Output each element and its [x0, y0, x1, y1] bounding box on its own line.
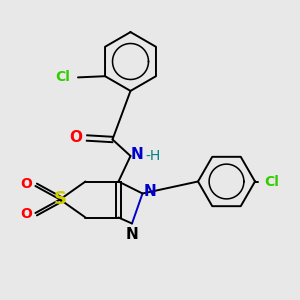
- Text: Cl: Cl: [264, 175, 279, 188]
- Text: O: O: [70, 130, 83, 146]
- Text: O: O: [20, 178, 32, 191]
- Text: O: O: [20, 208, 32, 221]
- Text: N: N: [130, 147, 143, 162]
- Text: N: N: [126, 227, 138, 242]
- Text: S: S: [53, 190, 67, 208]
- Text: -H: -H: [145, 149, 160, 163]
- Text: N: N: [144, 184, 157, 200]
- Text: Cl: Cl: [56, 70, 70, 84]
